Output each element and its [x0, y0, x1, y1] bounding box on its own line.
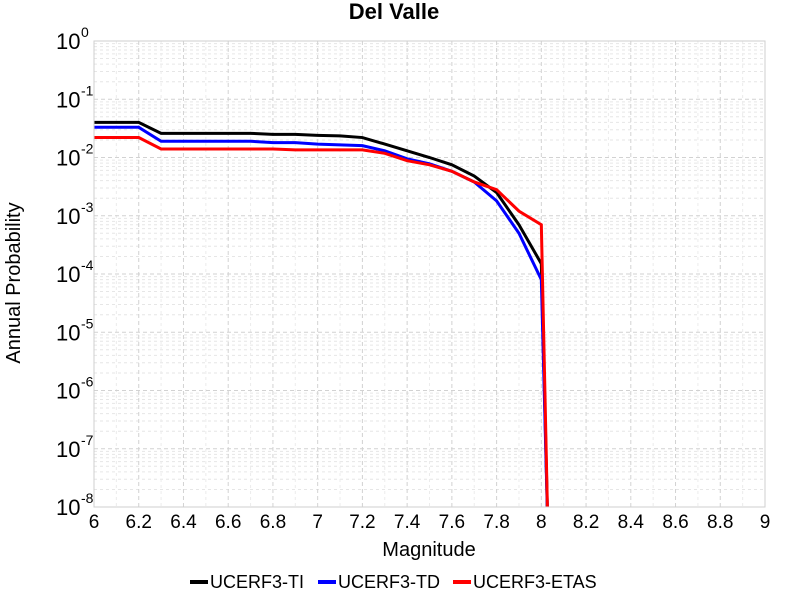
x-axis-label: Magnitude	[382, 539, 475, 561]
plot-area	[94, 41, 765, 507]
y-tick-exponent: -3	[81, 199, 94, 215]
y-tick-exponent: 0	[81, 24, 89, 40]
y-tick-base: 10	[56, 87, 80, 112]
x-tick-label: 7.2	[349, 512, 375, 533]
x-tick-label: 7.8	[483, 512, 509, 533]
y-tick-exponent: -2	[81, 141, 94, 157]
y-tick-label: 10 0	[56, 24, 89, 54]
legend-item: UCERF3-ETAS	[453, 572, 597, 592]
y-tick-base: 10	[56, 204, 80, 229]
y-tick-exponent: -4	[81, 257, 94, 273]
series-line	[94, 120, 549, 507]
x-tick-labels: 6 6.2 6.4 6.6 6.8 7 7.2 7.4 7.6 7.8 8 8.2 8.4 8.6 8.8 9	[89, 512, 771, 533]
series-line	[94, 125, 549, 507]
x-tick-label: 7	[312, 512, 323, 533]
y-tick-label: 10 -5	[56, 315, 94, 345]
y-tick-base: 10	[56, 495, 80, 520]
x-tick-label: 9	[760, 512, 771, 533]
y-tick-exponent: -1	[81, 82, 94, 98]
plot-border	[93, 40, 766, 508]
y-tick-exponent: -8	[81, 490, 94, 506]
x-tick-label: 8.6	[662, 512, 688, 533]
y-tick-exponent: -5	[81, 315, 94, 331]
legend-label: UCERF3-ETAS	[473, 572, 597, 592]
series-line	[94, 136, 549, 507]
y-tick-base: 10	[56, 320, 80, 345]
y-tick-label: 10 -3	[56, 199, 94, 229]
x-tick-label: 7.4	[394, 512, 421, 533]
x-tick-label: 6.6	[215, 512, 241, 533]
x-tick-label: 6	[89, 512, 100, 533]
legend-label: UCERF3-TI	[210, 572, 304, 592]
x-tick-label: 6.4	[170, 512, 197, 533]
legend-label: UCERF3-TD	[338, 572, 440, 592]
y-tick-label: 10 -6	[56, 374, 94, 404]
x-tick-label: 6.2	[126, 512, 152, 533]
y-tick-base: 10	[56, 29, 80, 54]
series-layer	[94, 120, 549, 507]
y-axis-label: Annual Probability	[3, 202, 25, 363]
x-tick-label: 8	[536, 512, 547, 533]
x-tick-label: 8.8	[707, 512, 733, 533]
grid-minor	[94, 41, 765, 507]
y-tick-exponent: -7	[81, 432, 94, 448]
y-tick-label: 10 -7	[56, 432, 94, 462]
legend-item: UCERF3-TI	[190, 572, 304, 592]
y-tick-base: 10	[56, 146, 80, 171]
x-tick-label: 8.2	[573, 512, 599, 533]
x-tick-label: 7.6	[439, 512, 465, 533]
legend: UCERF3-TI UCERF3-TD UCERF3-ETAS	[190, 572, 597, 592]
y-tick-label: 10 -2	[56, 141, 94, 171]
chart-title: Del Valle	[349, 0, 440, 24]
x-tick-label: 8.4	[618, 512, 645, 533]
y-tick-base: 10	[56, 262, 80, 287]
y-tick-label: 10 -4	[56, 257, 94, 287]
x-tick-label: 6.8	[260, 512, 286, 533]
y-tick-label: 10 -1	[56, 82, 94, 112]
y-tick-base: 10	[56, 379, 80, 404]
legend-item: UCERF3-TD	[318, 572, 440, 592]
y-tick-exponent: -6	[81, 374, 94, 390]
y-tick-base: 10	[56, 437, 80, 462]
y-tick-label: 10 -8	[56, 490, 94, 520]
